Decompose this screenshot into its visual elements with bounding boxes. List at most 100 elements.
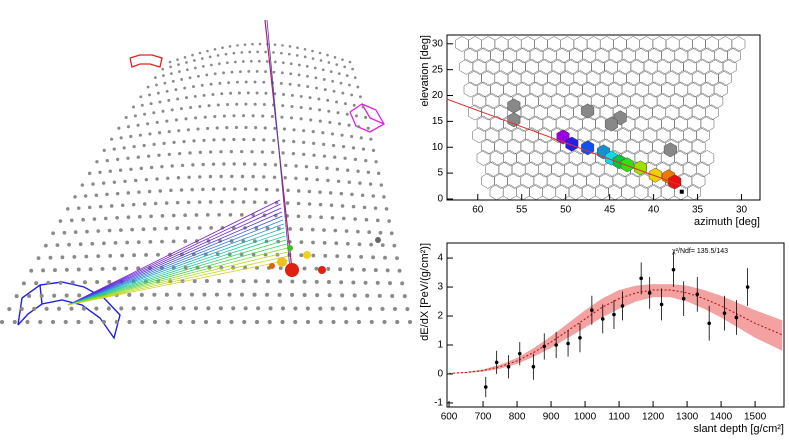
station bbox=[311, 130, 315, 134]
station bbox=[105, 158, 109, 163]
fit-line bbox=[449, 289, 783, 374]
station bbox=[285, 201, 290, 205]
camera-pixel bbox=[481, 36, 496, 52]
data-point bbox=[566, 341, 570, 346]
station bbox=[315, 293, 320, 298]
station bbox=[209, 225, 214, 230]
camera-pixel bbox=[713, 81, 728, 98]
station bbox=[124, 115, 128, 119]
station bbox=[297, 83, 301, 87]
station bbox=[84, 254, 89, 259]
camera-pixel bbox=[669, 127, 684, 144]
station bbox=[361, 147, 366, 151]
station bbox=[306, 85, 310, 89]
station bbox=[108, 169, 112, 173]
station bbox=[112, 180, 117, 184]
station bbox=[314, 279, 319, 284]
station bbox=[211, 93, 215, 96]
y-tick-label: 25 bbox=[432, 64, 444, 75]
station bbox=[280, 51, 283, 55]
station bbox=[307, 214, 312, 219]
station bbox=[158, 100, 162, 104]
camera-pixel bbox=[652, 138, 666, 155]
station bbox=[254, 126, 258, 130]
station bbox=[167, 130, 171, 134]
station bbox=[241, 279, 246, 284]
fov-line bbox=[67, 219, 284, 306]
station bbox=[395, 319, 400, 325]
station bbox=[80, 183, 85, 187]
station bbox=[309, 118, 313, 122]
station bbox=[57, 306, 62, 311]
station bbox=[126, 125, 131, 129]
station bbox=[69, 218, 74, 223]
station bbox=[329, 203, 334, 208]
station bbox=[290, 93, 294, 97]
x-tick-label: 1200 bbox=[642, 412, 665, 423]
station bbox=[311, 49, 314, 53]
fov-line bbox=[67, 231, 285, 306]
station bbox=[302, 266, 307, 271]
station bbox=[397, 268, 402, 273]
camera-pixel bbox=[533, 104, 548, 121]
station bbox=[220, 92, 224, 96]
camera-pixel bbox=[687, 150, 701, 166]
camera-pixel bbox=[643, 58, 658, 75]
station bbox=[356, 85, 360, 89]
hit-pixel bbox=[668, 174, 682, 190]
camera-pixel bbox=[722, 58, 737, 75]
station bbox=[189, 292, 194, 297]
station bbox=[310, 227, 315, 232]
station bbox=[101, 181, 106, 185]
station bbox=[142, 202, 147, 206]
camera-pixel bbox=[520, 138, 535, 155]
camera-pixel bbox=[472, 58, 487, 75]
station bbox=[272, 138, 276, 142]
camera-pixel bbox=[477, 47, 491, 64]
station bbox=[117, 126, 121, 130]
station bbox=[219, 174, 223, 179]
station bbox=[196, 127, 200, 131]
station bbox=[322, 228, 326, 232]
station bbox=[148, 239, 153, 244]
camera-pixel bbox=[718, 36, 733, 52]
y-tick-label: 30 bbox=[432, 38, 444, 49]
station bbox=[137, 214, 142, 219]
station bbox=[299, 117, 303, 121]
event-display bbox=[0, 19, 413, 340]
station bbox=[360, 193, 365, 197]
station bbox=[253, 279, 258, 284]
station bbox=[129, 167, 133, 171]
station bbox=[209, 82, 213, 86]
station bbox=[174, 88, 178, 92]
station bbox=[164, 201, 169, 205]
station bbox=[225, 61, 229, 65]
station bbox=[326, 178, 330, 183]
camera-pixel bbox=[687, 81, 702, 98]
camera-pixel bbox=[709, 93, 724, 109]
camera-pixel bbox=[718, 70, 732, 87]
station bbox=[171, 239, 176, 244]
camera-pixel bbox=[577, 127, 592, 144]
hit-station bbox=[269, 263, 275, 269]
station bbox=[222, 137, 226, 142]
station bbox=[134, 178, 138, 183]
hit-pixel bbox=[507, 98, 521, 114]
camera-pixel bbox=[485, 161, 500, 178]
station bbox=[265, 60, 269, 63]
station bbox=[260, 150, 265, 154]
station bbox=[332, 89, 336, 93]
station bbox=[136, 240, 141, 245]
station bbox=[242, 114, 246, 118]
camera-pixel bbox=[494, 172, 508, 189]
station bbox=[170, 72, 173, 75]
station bbox=[156, 91, 160, 95]
station bbox=[348, 60, 352, 64]
camera-pixel bbox=[612, 172, 627, 189]
station bbox=[265, 279, 270, 284]
camera-pixel bbox=[468, 36, 482, 52]
station bbox=[183, 213, 187, 218]
station bbox=[341, 216, 346, 221]
station bbox=[163, 81, 167, 85]
camera-pixel bbox=[639, 138, 653, 155]
